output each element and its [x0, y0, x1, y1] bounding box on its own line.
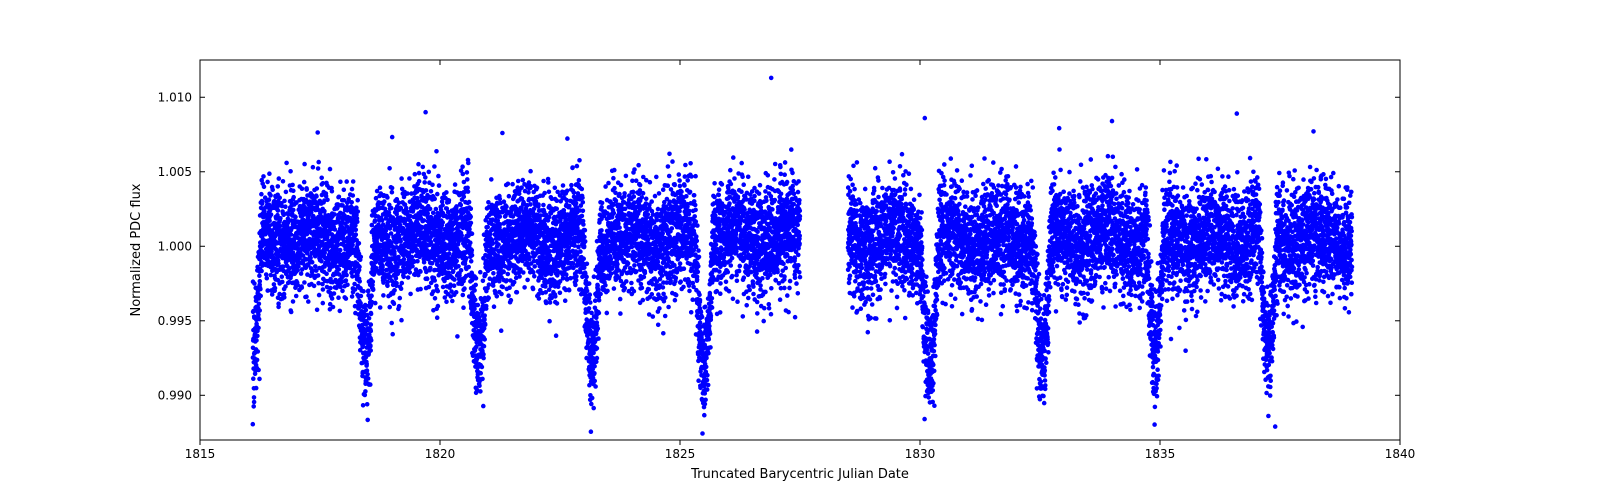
- figure: 1815 1820 1825 1830 1835 1840 0.990 0.995 1.000 1…: [0, 0, 1600, 500]
- xtick-label: 1840: [1385, 447, 1416, 461]
- scatter-chart: 1815 1820 1825 1830 1835 1840 0.990 0.995 1.000 1…: [0, 0, 1600, 500]
- xtick-label: 1820: [425, 447, 456, 461]
- xlabel: Truncated Barycentric Julian Date: [690, 467, 909, 482]
- ytick-label: 0.995: [158, 314, 192, 328]
- ytick-label: 1.010: [158, 90, 192, 104]
- xtick-label: 1815: [185, 447, 216, 461]
- xtick-label: 1835: [1145, 447, 1176, 461]
- ytick-label: 1.000: [158, 239, 192, 253]
- ytick-label: 0.990: [158, 388, 192, 402]
- xtick-label: 1830: [905, 447, 936, 461]
- ylabel: Normalized PDC flux: [129, 183, 144, 316]
- scatter-points: [251, 76, 1355, 436]
- ytick-label: 1.005: [158, 165, 192, 179]
- xtick-label: 1825: [665, 447, 696, 461]
